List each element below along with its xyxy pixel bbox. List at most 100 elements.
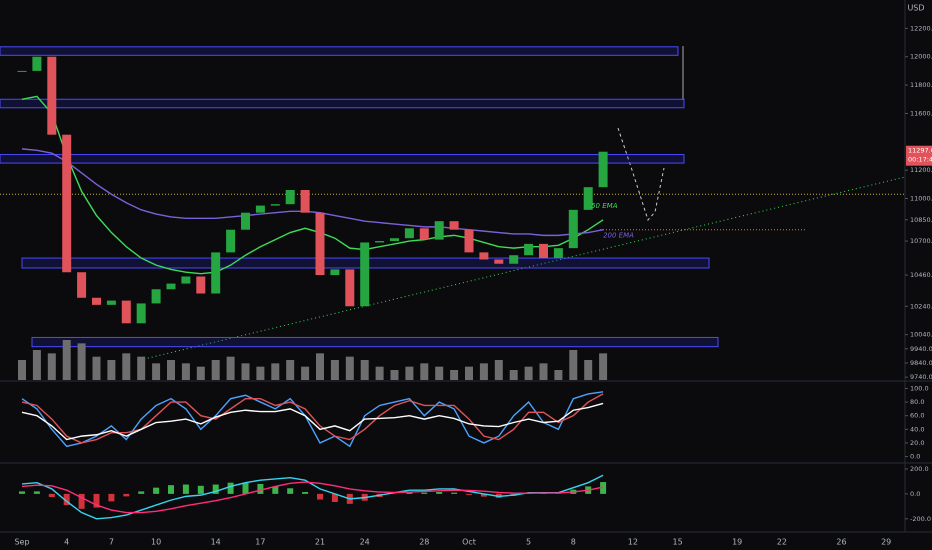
candle <box>360 242 370 307</box>
candle <box>47 56 57 135</box>
candle <box>330 269 340 276</box>
y-tick-label: 12200.0 <box>910 24 932 32</box>
histogram-bar <box>451 492 458 494</box>
histogram-bar <box>182 484 189 494</box>
price-tag: 11297.0 <box>908 147 932 155</box>
y-tick-label: 10700.0 <box>910 237 932 245</box>
volume-bar <box>450 370 459 380</box>
candle <box>598 151 608 188</box>
zone <box>0 46 679 56</box>
histogram-bar <box>197 485 204 494</box>
histogram-bar <box>600 482 607 494</box>
volume-bar <box>316 353 324 380</box>
volume-bar <box>181 363 190 380</box>
y-tick-label: 60.0 <box>910 412 924 420</box>
candle <box>121 300 131 324</box>
histogram-bar <box>436 492 443 494</box>
indicator-line <box>21 481 604 514</box>
volume-bar <box>196 366 205 380</box>
x-tick-label: 17 <box>255 538 265 547</box>
histogram-bar <box>421 492 428 494</box>
histogram-bar <box>168 485 174 494</box>
x-tick-label: 4 <box>64 538 69 547</box>
histogram-bar <box>33 491 40 494</box>
series-label: 200 EMA <box>603 232 634 240</box>
volume-bar <box>122 353 131 380</box>
candle <box>270 204 280 206</box>
candle <box>77 272 87 298</box>
ema-line <box>21 95 604 275</box>
candle <box>494 259 504 264</box>
y-tick-label: 0.0 <box>910 453 920 461</box>
candle <box>166 283 176 290</box>
histogram-bar <box>19 491 25 494</box>
y-tick-label: 12000.0 <box>910 53 932 61</box>
volume-bar <box>360 360 369 380</box>
volume-bar <box>509 370 518 380</box>
y-tick-label: 10460.0 <box>910 271 932 279</box>
volume-bar <box>479 363 488 380</box>
candle <box>553 248 563 259</box>
candle <box>226 229 236 253</box>
volume-bar <box>435 366 444 380</box>
histogram-bar <box>48 493 55 497</box>
volume-bar <box>599 353 608 380</box>
zone <box>0 98 685 109</box>
candle <box>404 228 414 239</box>
volume-bar <box>345 356 354 380</box>
volume-bar <box>167 360 175 380</box>
volume-bar <box>152 363 161 380</box>
candle <box>583 187 593 210</box>
x-tick-label: 21 <box>315 538 325 547</box>
histogram-bar <box>272 486 279 494</box>
volume-bar <box>569 350 578 380</box>
histogram-bar <box>317 493 323 500</box>
y-tick-label: 9940.0 <box>910 345 932 353</box>
volume-bar <box>465 366 473 380</box>
x-tick-label: 19 <box>732 538 742 547</box>
indicator-line <box>21 474 604 520</box>
zone <box>31 336 719 348</box>
histogram-bar <box>93 493 100 508</box>
volume-bar <box>330 360 339 380</box>
histogram-bar <box>227 482 234 494</box>
volume-bar <box>92 356 101 380</box>
x-tick-label: 24 <box>360 538 370 547</box>
histogram-bar <box>287 488 294 494</box>
y-tick-label: 9840.0 <box>910 359 932 367</box>
x-tick-label: 15 <box>673 538 683 547</box>
volume-bar <box>32 350 41 380</box>
currency-label: USD <box>907 4 924 13</box>
x-tick-label: 12 <box>628 538 638 547</box>
y-tick-label: 9740.0 <box>910 373 932 381</box>
histogram-bar <box>406 492 413 494</box>
histogram-bar <box>138 491 145 494</box>
histogram-bar <box>123 493 130 497</box>
histogram-bar <box>153 487 160 494</box>
candle <box>17 70 27 72</box>
candle <box>449 221 459 230</box>
x-tick-label: 7 <box>109 538 114 547</box>
volume-bar <box>226 356 235 380</box>
volume-bar <box>107 360 116 380</box>
candle <box>32 56 42 71</box>
candle <box>211 252 221 294</box>
volume-bar <box>271 363 280 380</box>
histogram-bar <box>331 493 338 502</box>
series-label: 50 EMA <box>591 202 618 210</box>
histogram-bar <box>63 493 70 506</box>
candle <box>300 190 310 213</box>
ema-line <box>21 148 604 237</box>
forecast-path <box>617 127 665 221</box>
y-tick-label: 200.0 <box>910 465 929 473</box>
volume-bar <box>539 363 548 380</box>
candle <box>539 243 548 259</box>
histogram-bar <box>212 484 219 494</box>
candle <box>390 238 399 242</box>
candle <box>106 300 116 305</box>
x-tick-label: 8 <box>571 538 576 547</box>
candle <box>568 209 578 249</box>
volume-bar <box>47 353 56 380</box>
volume-bar <box>375 366 384 380</box>
